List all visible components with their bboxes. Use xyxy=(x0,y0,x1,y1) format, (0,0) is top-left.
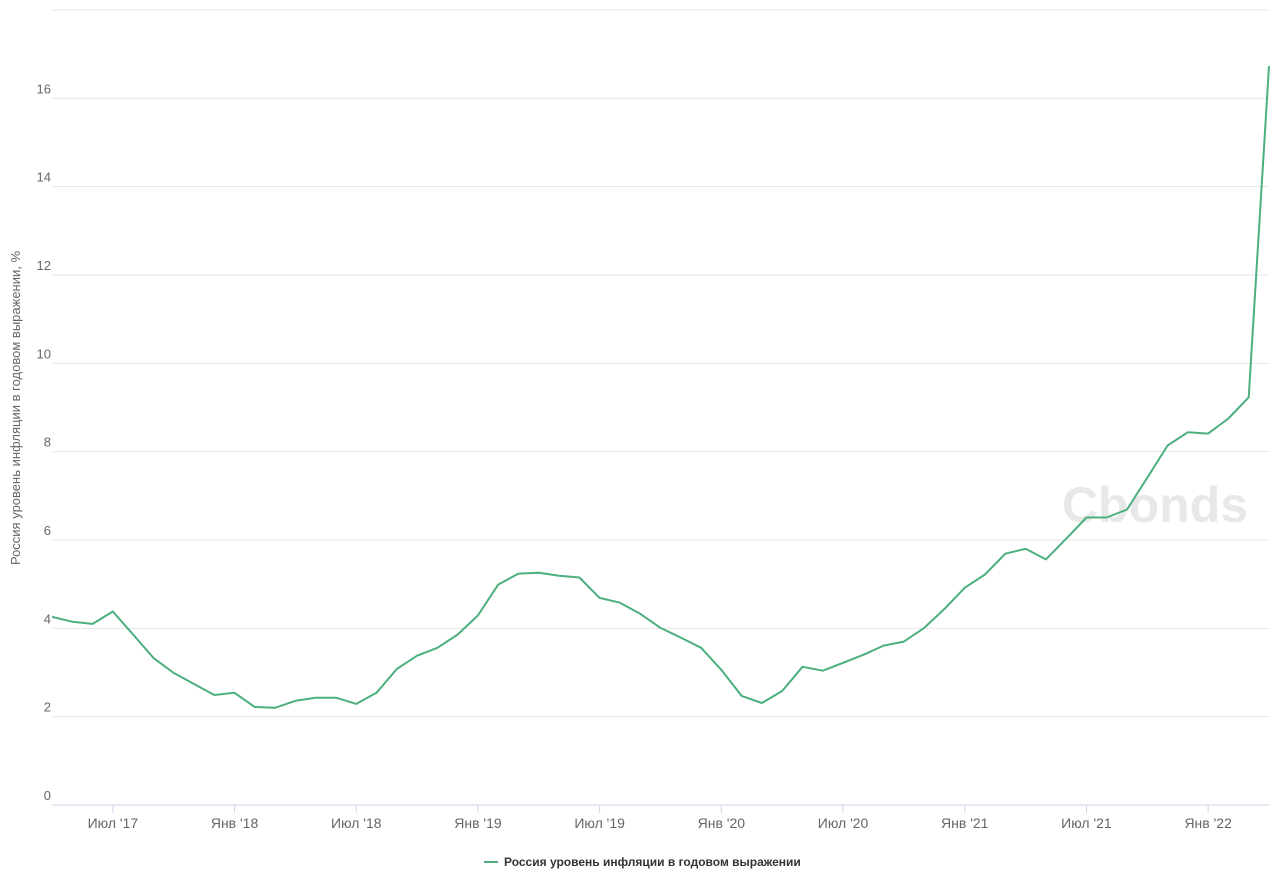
x-tick-label: Янв '21 xyxy=(941,815,989,831)
y-tick-label: 10 xyxy=(37,346,51,361)
y-tick-label: 8 xyxy=(44,435,51,450)
x-tick-label: Июл '17 xyxy=(88,815,139,831)
y-axis-title: Россия уровень инфляции в годовом выраже… xyxy=(8,251,23,566)
series-line xyxy=(51,66,1270,709)
x-tick-label: Янв '18 xyxy=(211,815,259,831)
x-tick-label: Янв '22 xyxy=(1184,815,1232,831)
y-tick-label: 16 xyxy=(37,81,51,96)
legend-label: Россия уровень инфляции в годовом выраже… xyxy=(504,855,801,869)
y-tick-label: 4 xyxy=(44,611,51,626)
x-tick-label: Янв '19 xyxy=(454,815,502,831)
x-tick-label: Июл '18 xyxy=(331,815,382,831)
x-tick-label: Июл '20 xyxy=(818,815,869,831)
x-tick-label: Янв '20 xyxy=(698,815,746,831)
y-tick-label: 14 xyxy=(37,170,51,185)
y-tick-label: 6 xyxy=(44,523,51,538)
y-tick-label: 2 xyxy=(44,700,51,715)
x-tick-label: Июл '19 xyxy=(574,815,625,831)
y-tick-label: 0 xyxy=(44,788,51,803)
x-tick-label: Июл '21 xyxy=(1061,815,1112,831)
y-tick-label: 12 xyxy=(37,258,51,273)
watermark: Cbonds xyxy=(1062,477,1248,533)
